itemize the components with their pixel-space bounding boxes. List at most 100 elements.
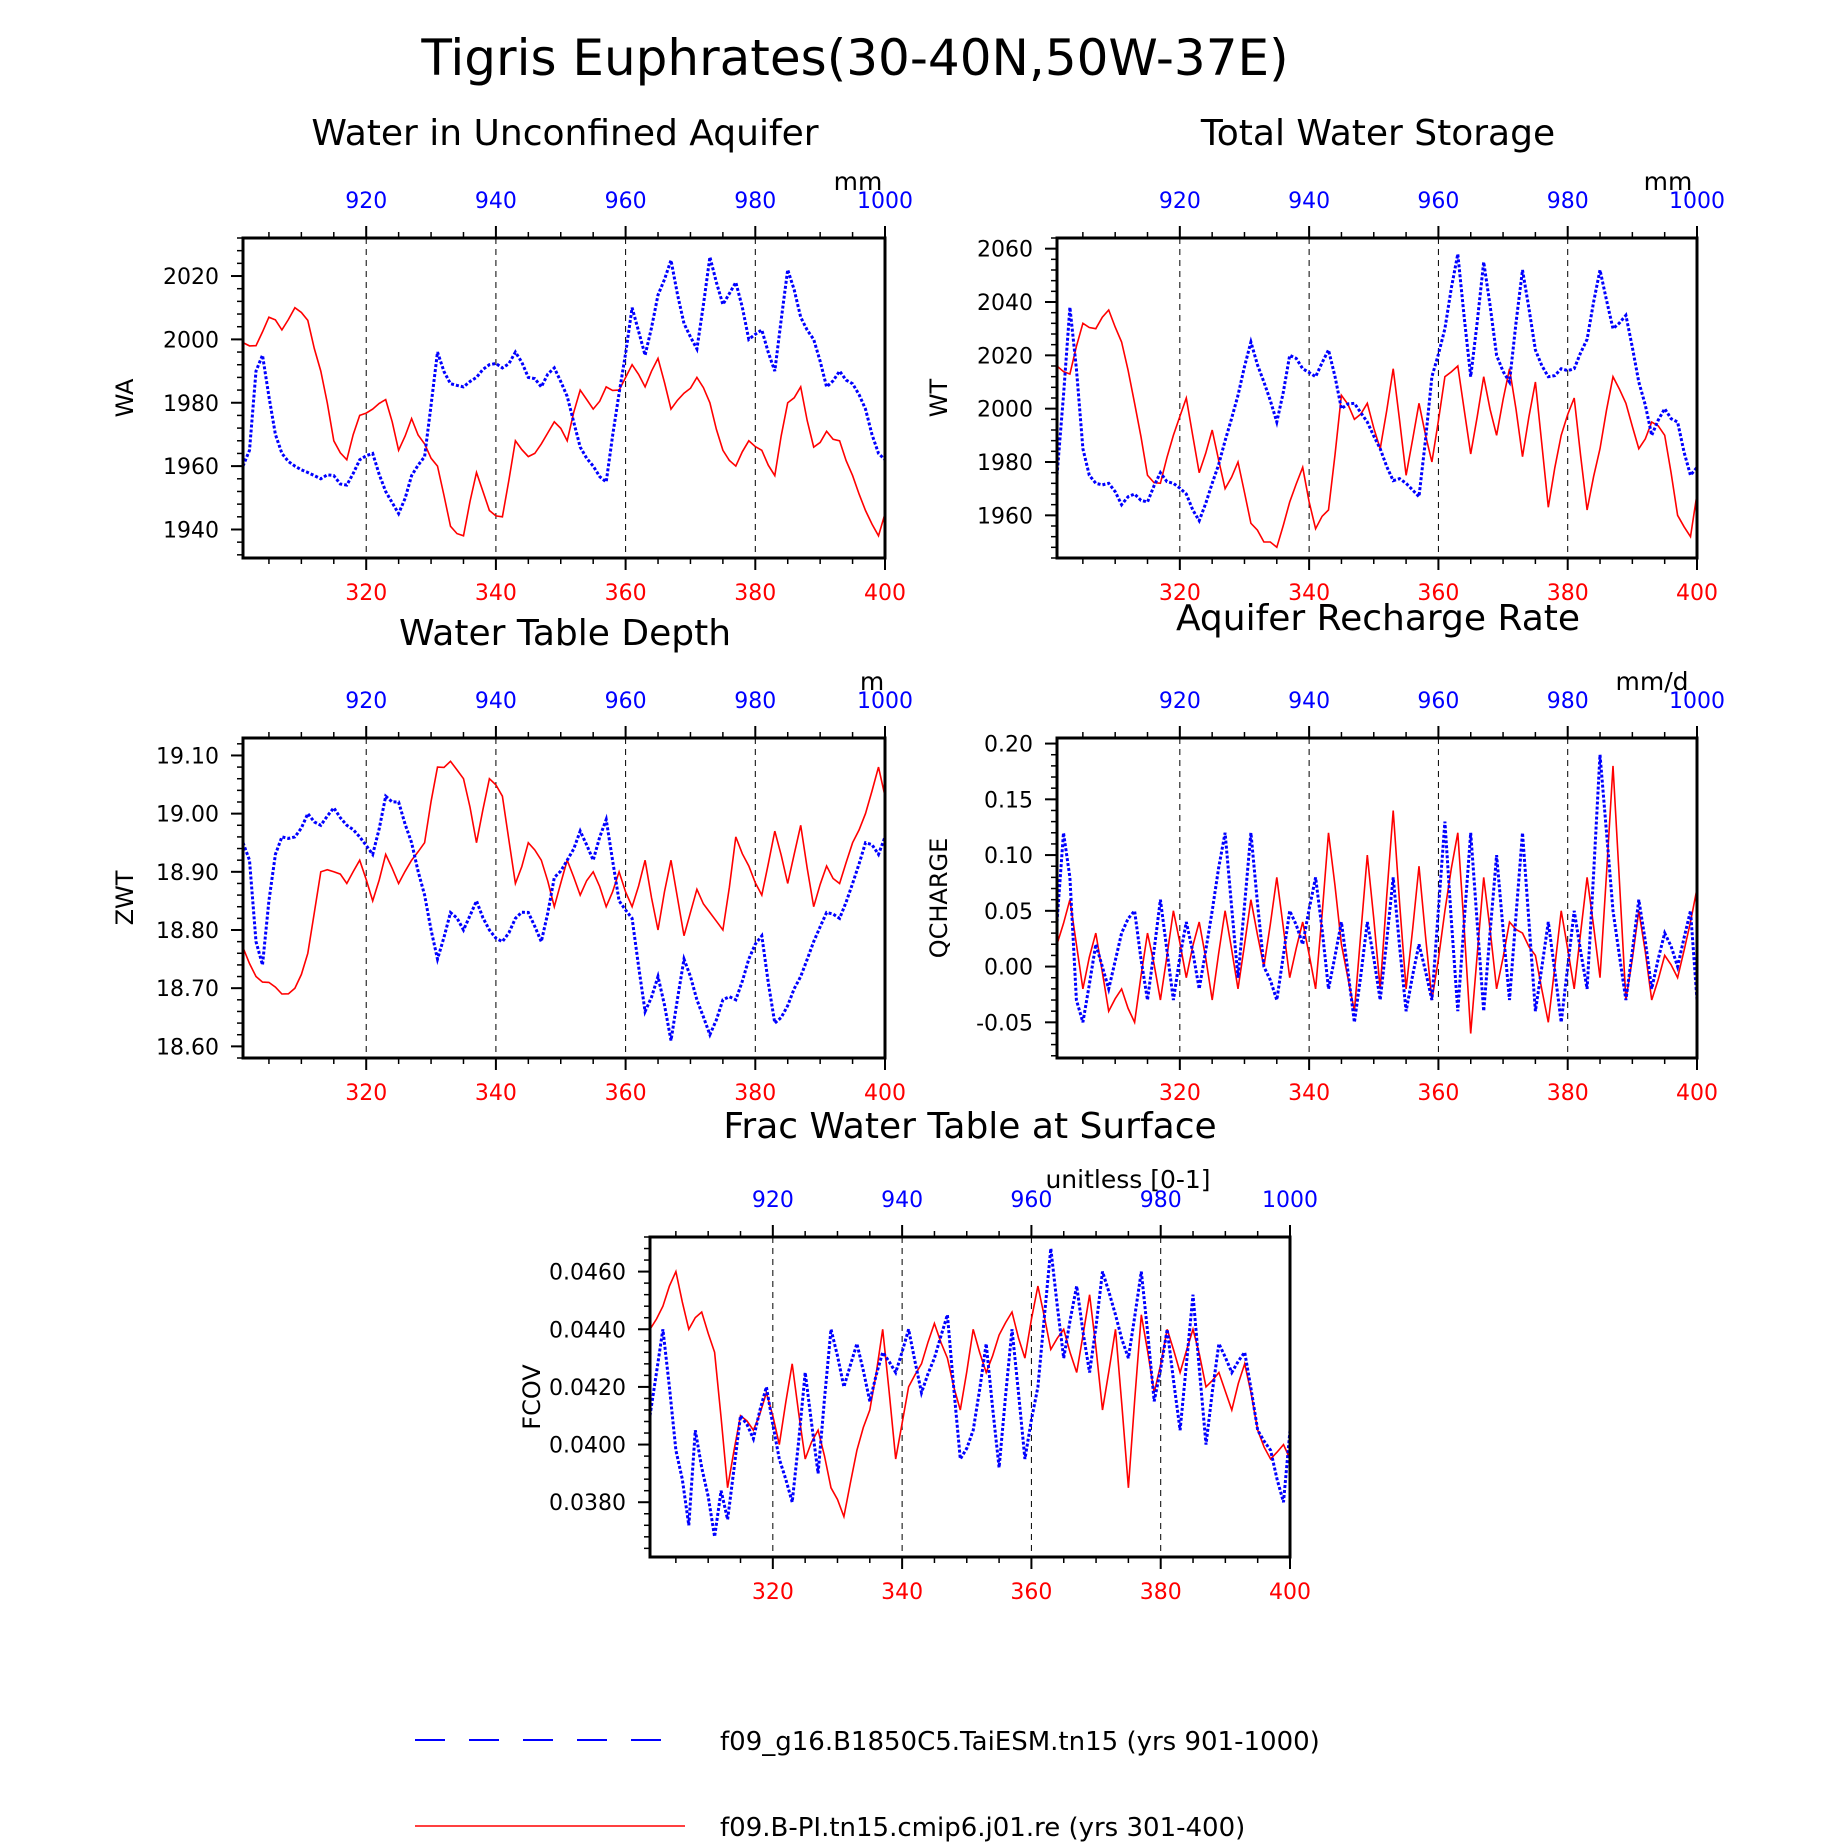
panel-title: Total Water Storage [1200,113,1555,154]
blue-series-line [1055,253,1699,525]
x-tick-label-bottom: 380 [1547,581,1589,606]
x-tick-label-bottom: 380 [1140,1580,1182,1605]
x-tick-label-bottom: 340 [1288,1081,1330,1106]
y-tick-label: 19.00 [156,803,219,828]
y-tick-label: 0.0440 [549,1318,626,1343]
x-tick-label-top: 940 [475,189,517,214]
x-tick-label-top: 960 [605,189,647,214]
y-tick-label: 2020 [163,265,219,290]
x-tick-label-bottom: 360 [1417,1081,1459,1106]
blue-series-line [1055,754,1699,1023]
x-tick-label-bottom: 400 [1269,1580,1311,1605]
y-tick-label: 18.80 [156,919,219,944]
y-tick-label: 2040 [977,291,1033,316]
blue-series-line [648,1248,1292,1538]
x-tick-label-bottom: 340 [881,1580,923,1605]
x-tick-label-bottom: 340 [475,581,517,606]
panel-title: Aquifer Recharge Rate [1176,598,1580,639]
x-tick-label-top: 1000 [1262,1188,1318,1213]
plot-frame [1055,736,1699,1060]
x-tick-label-bottom: 400 [1676,1081,1718,1106]
legend-label-blue: f09_g16.B1850C5.TaiESM.tn15 (yrs 901-100… [720,1727,1320,1757]
x-tick-label-top: 920 [345,689,387,714]
y-tick-label: 1960 [977,504,1033,529]
plot-frame [1055,236,1699,560]
y-axis-label: FCOV [518,1364,546,1430]
y-tick-label: 1980 [163,392,219,417]
x-tick-label-top: 920 [1159,189,1201,214]
y-axis-label: QCHARGE [925,838,953,959]
units-label: m [860,667,884,696]
x-tick-label-top: 1000 [1669,689,1725,714]
x-tick-label-top: 1000 [1669,189,1725,214]
x-tick-label-top: 960 [1417,189,1459,214]
red-series-line [649,1269,1291,1520]
x-tick-label-top: 920 [1159,689,1201,714]
legend-label-red: f09.B-PI.tn15.cmip6.j01.re (yrs 301-400) [720,1813,1245,1843]
x-tick-label-top: 960 [605,689,647,714]
red-series-line [242,760,886,995]
x-tick-label-top: 940 [1288,189,1330,214]
panel-title: Frac Water Table at Surface [723,1106,1216,1147]
panel-5: Frac Water Table at Surface unitless [0-1… [518,1106,1318,1605]
y-tick-label: 0.20 [984,733,1033,758]
x-tick-label-top: 1000 [857,689,913,714]
panel-3: Water Table Depth m ZWT 18.60 18.70 18.80 18.9… [111,613,913,1106]
figure-title: Tigris Euphrates(30-40N,50W-37E) [420,29,1288,87]
y-axis-label: WT [925,378,953,417]
y-tick-label: 18.90 [156,861,219,886]
x-tick-label-bottom: 360 [605,1081,647,1106]
units-label: mm [834,167,883,196]
panels: Water in Unconfined Aquifer mm WA 1940 1960 1… [111,113,1725,1605]
y-axis-label: ZWT [111,870,139,925]
x-tick-label-bottom: 320 [1159,581,1201,606]
x-tick-label-top: 920 [345,189,387,214]
x-tick-label-bottom: 380 [734,1081,776,1106]
x-tick-label-top: 1000 [857,189,913,214]
y-tick-label: 0.0420 [549,1376,626,1401]
x-tick-label-bottom: 380 [1547,1081,1589,1106]
blue-series-line [241,254,887,517]
x-tick-label-bottom: 320 [1159,1081,1201,1106]
y-tick-label: 0.0400 [549,1434,626,1459]
panel-4: Aquifer Recharge Rate mm/d QCHARGE -0.05 0.0… [925,598,1725,1106]
y-axis-label: WA [111,378,139,417]
panel-title: Water in Unconfined Aquifer [311,113,818,154]
x-tick-label-bottom: 360 [1417,581,1459,606]
y-tick-label: 0.15 [984,788,1033,813]
y-tick-label: 0.0460 [549,1261,626,1286]
x-tick-label-top: 940 [1288,689,1330,714]
y-tick-label: 18.60 [156,1035,219,1060]
x-tick-label-top: 940 [881,1188,923,1213]
x-tick-label-top: 980 [1547,189,1589,214]
legend: f09_g16.B1850C5.TaiESM.tn15 (yrs 901-100… [415,1727,1320,1843]
x-tick-label-top: 920 [752,1188,794,1213]
blue-series-line [241,793,887,1041]
x-tick-label-bottom: 320 [345,581,387,606]
y-tick-label: 0.0380 [549,1491,626,1516]
x-tick-label-top: 960 [1010,1188,1052,1213]
panel-1: Water in Unconfined Aquifer mm WA 1940 1960 1… [111,113,913,606]
y-tick-label: 2020 [977,344,1033,369]
y-tick-label: 0.05 [984,900,1033,925]
units-label: mm/d [1616,667,1689,696]
red-series-line [1056,765,1698,1034]
x-tick-label-bottom: 340 [475,1081,517,1106]
y-tick-label: 1960 [163,455,219,480]
plot-frame [648,1235,1292,1559]
x-tick-label-bottom: 320 [752,1580,794,1605]
y-tick-label: 2060 [977,238,1033,263]
x-tick-label-top: 980 [1547,689,1589,714]
x-tick-label-bottom: 360 [605,581,647,606]
plot-frame [241,236,887,560]
x-tick-label-bottom: 380 [734,581,776,606]
y-tick-label: 1940 [163,518,219,543]
x-tick-label-bottom: 360 [1010,1580,1052,1605]
red-series-line [1056,308,1698,549]
x-tick-label-bottom: 320 [345,1081,387,1106]
x-tick-label-bottom: 400 [1676,581,1718,606]
x-tick-label-bottom: 400 [864,581,906,606]
x-tick-label-bottom: 340 [1288,581,1330,606]
y-tick-label: 0.00 [984,956,1033,981]
